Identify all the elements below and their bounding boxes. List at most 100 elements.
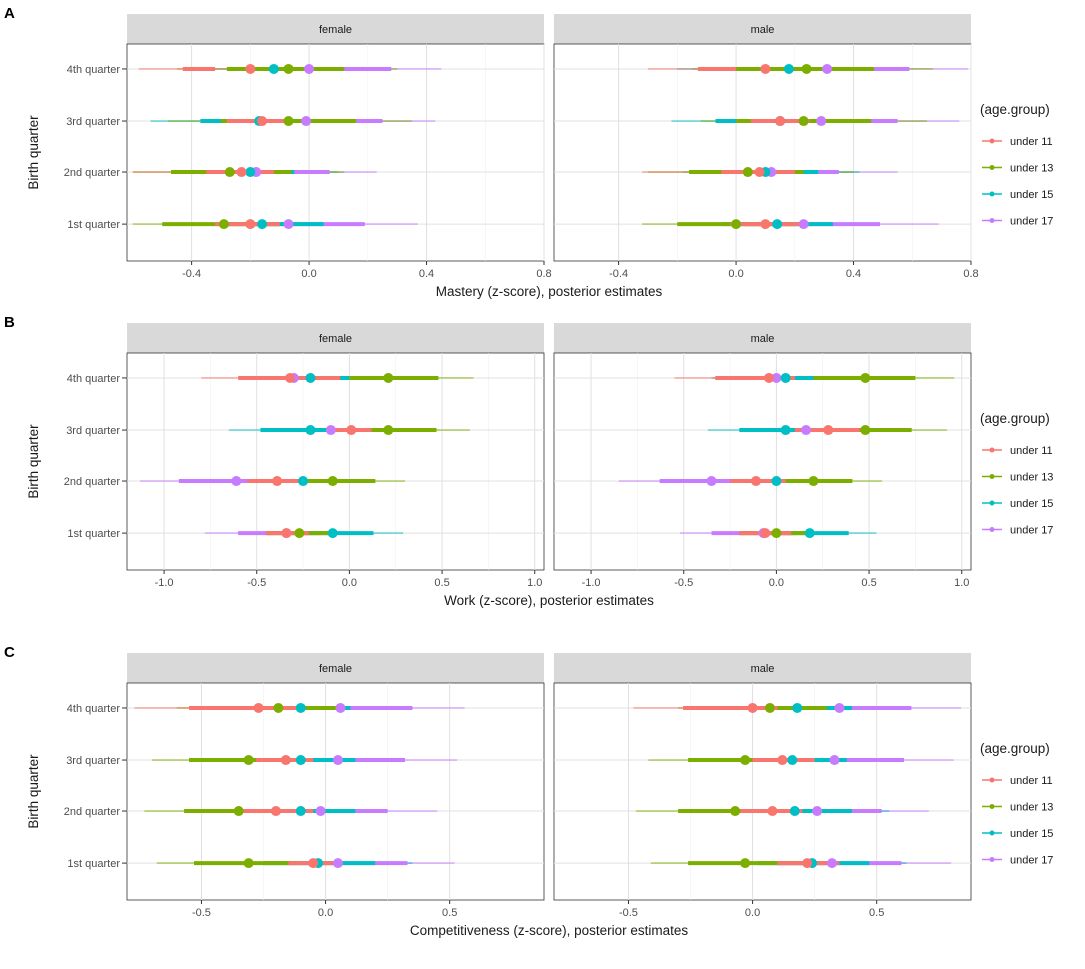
x-tick-label: -0.4 — [182, 268, 201, 280]
point-estimate — [218, 219, 229, 230]
point-estimate — [760, 63, 771, 74]
point-estimate — [777, 755, 788, 766]
point-estimate — [383, 425, 394, 436]
point-estimate — [767, 806, 778, 817]
point-estimate — [301, 116, 312, 127]
point-estimate — [780, 425, 791, 436]
point-estimate — [764, 702, 775, 713]
panel-b: B Birth quarter 4th quarter 3rd quarter 2nd … — [4, 314, 1053, 608]
facet-female: female -0.5 0.0 0.5 — [126, 653, 545, 919]
x-tick-label: 0.0 — [745, 907, 760, 919]
facet-strip — [554, 653, 971, 683]
x-tick-label: 0.5 — [861, 577, 876, 589]
legend-entry-label: under 11 — [1010, 775, 1053, 787]
point-estimate — [305, 425, 316, 436]
point-estimate — [812, 806, 823, 817]
facet-strip-label: female — [319, 24, 352, 36]
legend-key-point — [989, 804, 995, 809]
legend-key-point — [989, 857, 995, 862]
legend-key-point — [989, 777, 995, 783]
point-estimate — [268, 63, 279, 74]
point-estimate — [823, 425, 834, 436]
point-estimate — [332, 755, 343, 766]
legend: (age.group) under 11 under 13 under 15 under… — [980, 741, 1053, 867]
x-tick-label: 0.4 — [419, 268, 434, 280]
legend-entry-label: under 15 — [1010, 189, 1053, 201]
point-estimate — [236, 167, 247, 178]
facet-strip-label: female — [319, 663, 352, 675]
legend-key-point — [989, 474, 995, 479]
point-estimate — [298, 476, 309, 487]
point-estimate — [304, 63, 315, 74]
point-estimate — [283, 219, 294, 230]
point-estimate — [245, 63, 256, 74]
panel-label: B — [4, 314, 15, 331]
y-tick-label: 4th quarter — [67, 64, 121, 76]
point-estimate — [792, 702, 803, 713]
point-estimate — [827, 858, 837, 869]
x-tick-label: 0.5 — [869, 907, 884, 919]
point-estimate — [731, 219, 742, 230]
plot-area — [126, 43, 545, 262]
x-tick-label: -1.0 — [582, 577, 601, 589]
x-tick-label: 0.0 — [769, 577, 784, 589]
plot-area — [553, 682, 972, 901]
x-tick-label: -1.0 — [155, 577, 174, 589]
y-tick-label: 1st quarter — [67, 219, 120, 231]
point-estimate — [804, 528, 815, 539]
x-tick-label: 0.8 — [963, 268, 978, 280]
point-estimate — [751, 476, 762, 487]
y-tick-label: 3rd quarter — [66, 116, 120, 128]
point-estimate — [231, 476, 242, 487]
point-estimate — [224, 167, 235, 178]
x-tick-label: 0.0 — [342, 577, 357, 589]
point-estimate — [798, 219, 809, 230]
x-tick-label: 0.0 — [728, 268, 743, 280]
point-estimate — [257, 116, 268, 127]
y-tick-label: 1st quarter — [67, 528, 120, 540]
y-tick-label: 2nd quarter — [64, 806, 121, 818]
legend-key-point — [989, 165, 995, 170]
point-estimate — [754, 167, 765, 178]
legend: (age.group) under 11 under 13 under 15 under… — [980, 102, 1053, 228]
y-axis-title: Birth quarter — [26, 115, 41, 190]
point-estimate — [257, 219, 268, 230]
x-tick-label: -0.5 — [619, 907, 638, 919]
point-estimate — [801, 63, 812, 74]
point-estimate — [771, 372, 782, 383]
point-estimate — [272, 476, 283, 487]
panel-a: A Birth quarter 4th quarter 3rd quarter 2nd … — [4, 5, 1053, 299]
point-estimate — [706, 476, 717, 487]
legend-entry-label: under 17 — [1010, 525, 1053, 537]
point-estimate — [798, 116, 809, 127]
legend-title: (age.group) — [980, 411, 1050, 426]
point-estimate — [789, 806, 800, 817]
x-tick-label: 0.5 — [442, 907, 457, 919]
facet-female: female -1.0 -0.5 0.0 0.5 1.0 — [126, 323, 545, 589]
y-tick-label: 3rd quarter — [66, 425, 120, 437]
x-tick-label: -0.5 — [247, 577, 266, 589]
y-axis-title: Birth quarter — [26, 754, 41, 829]
point-estimate — [295, 702, 306, 713]
panel-label: C — [4, 644, 15, 661]
x-tick-label: 0.0 — [301, 268, 316, 280]
y-tick-label: 2nd quarter — [64, 476, 121, 488]
x-tick-label: 0.0 — [318, 907, 333, 919]
legend-key-point — [989, 138, 995, 144]
facet-male: male -0.5 0.0 0.5 — [553, 653, 972, 919]
facet-female: female -0.4 0.0 0.4 0.8 — [126, 14, 552, 280]
legend-entry-label: under 13 — [1010, 802, 1053, 814]
point-estimate — [295, 806, 306, 817]
point-estimate — [860, 372, 871, 383]
point-estimate — [243, 858, 254, 869]
point-estimate — [771, 528, 782, 539]
legend-key-point — [989, 191, 995, 197]
legend-key-point — [989, 527, 995, 532]
point-estimate — [816, 116, 827, 127]
point-estimate — [383, 372, 394, 383]
facet-strip-label: male — [751, 663, 775, 675]
facet-strip — [554, 14, 971, 44]
point-estimate — [747, 702, 758, 713]
facet-strip — [554, 323, 971, 353]
